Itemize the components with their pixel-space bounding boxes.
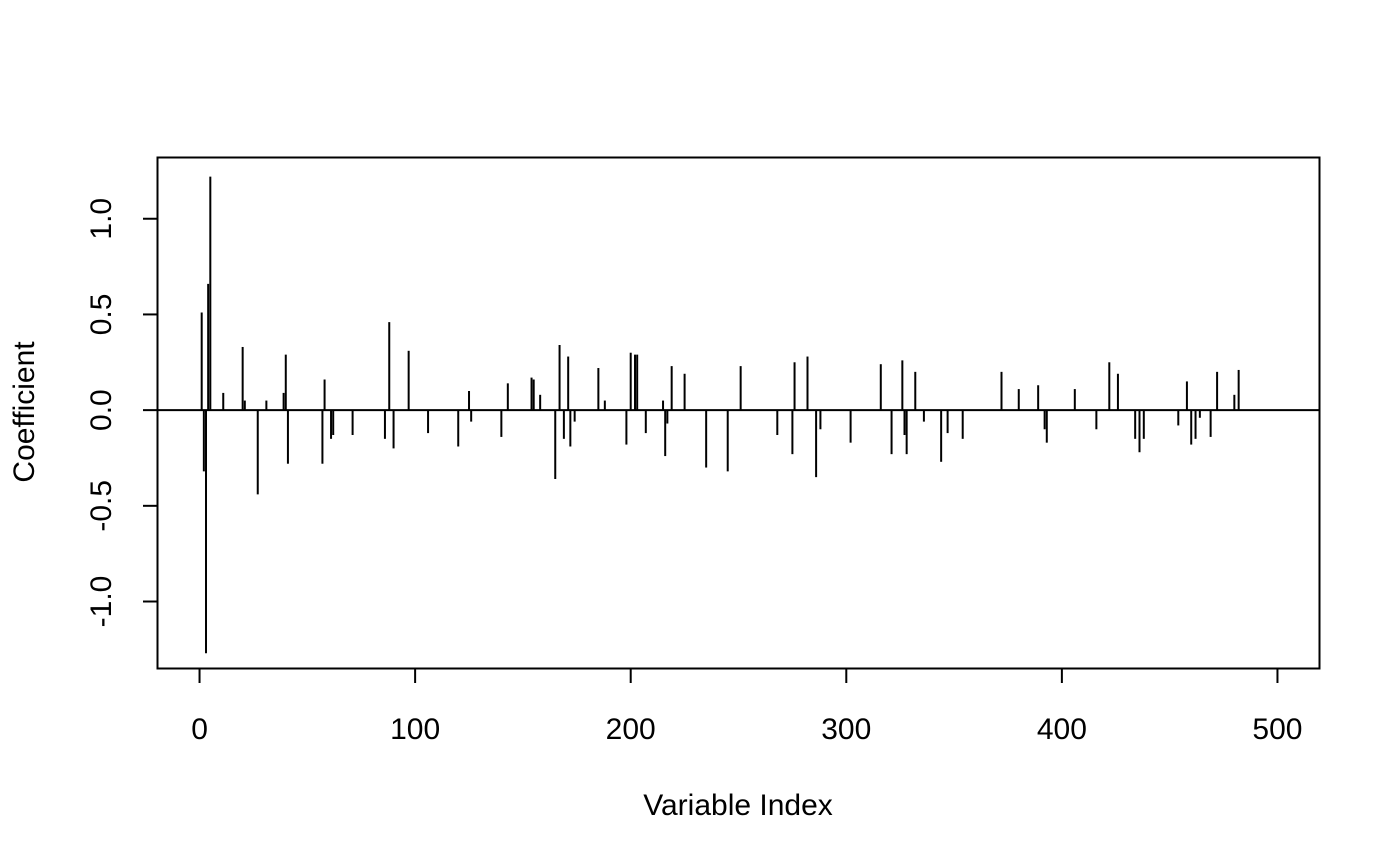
y-axis: -1.0 -0.5 0.0 0.5 1.0 <box>85 198 159 628</box>
y-tick-label: -0.5 <box>85 480 118 532</box>
y-tick-label: 0.0 <box>85 389 118 431</box>
x-tick-label: 300 <box>821 713 871 746</box>
x-tick-label: 400 <box>1037 713 1087 746</box>
x-tick-label: 0 <box>191 713 208 746</box>
x-tick-label: 100 <box>390 713 440 746</box>
y-tick-label: 1.0 <box>85 198 118 240</box>
x-axis: 0 100 200 300 400 500 <box>191 667 1302 746</box>
x-tick-label: 500 <box>1252 713 1302 746</box>
x-tick-label: 200 <box>606 713 656 746</box>
y-axis-title: Coefficient <box>8 341 41 483</box>
y-tick-label: -1.0 <box>85 576 118 628</box>
coefficient-spikes <box>200 176 1240 654</box>
x-axis-title: Variable Index <box>643 789 833 822</box>
y-tick-label: 0.5 <box>85 294 118 336</box>
